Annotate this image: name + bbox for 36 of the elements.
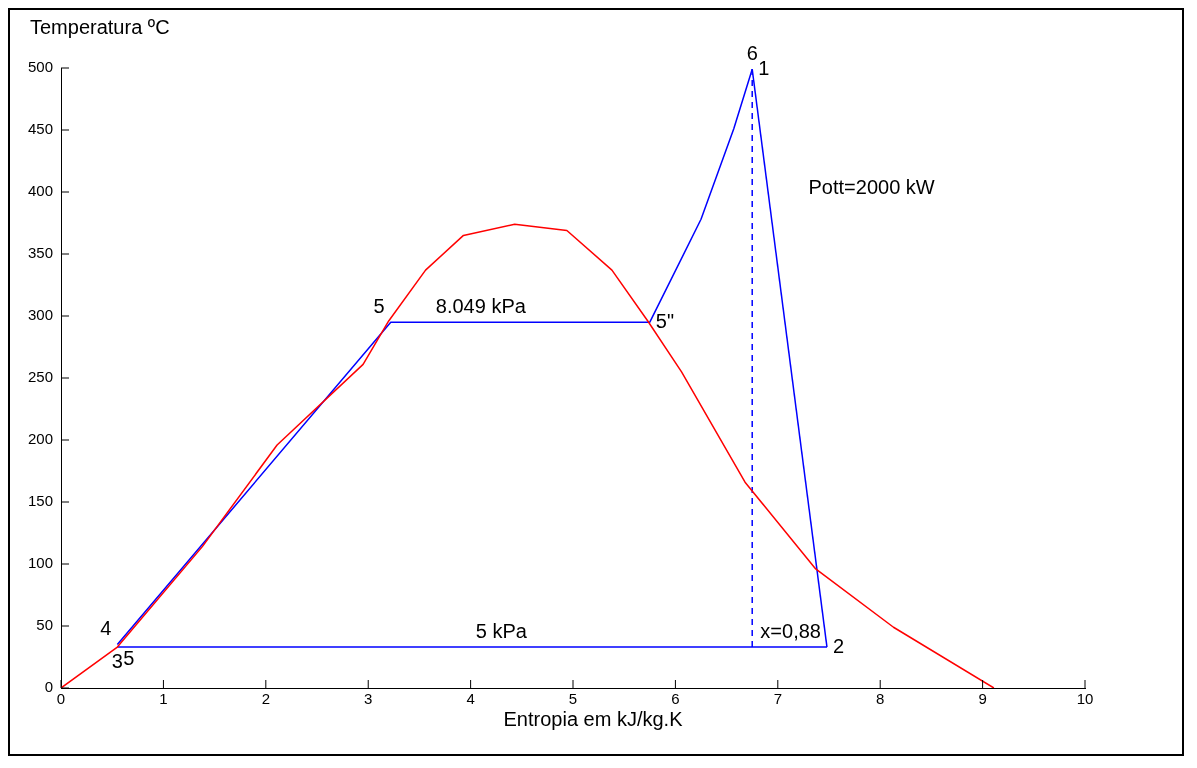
y-tick-label: 200 (28, 430, 54, 448)
x-axis-title: Entropia em kJ/kg.K (503, 707, 684, 730)
y-tick-label: 50 (36, 616, 54, 634)
y-tick-label: 500 (28, 58, 54, 76)
annotation: 4 (100, 617, 112, 640)
annotation: 3 (111, 649, 123, 672)
annotation: 5" (655, 309, 675, 332)
annotation: 2 (832, 634, 845, 657)
y-tick-label: 0 (44, 678, 54, 696)
x-tick-label: 5 (568, 690, 578, 708)
x-tick-label: 6 (671, 690, 680, 708)
annotation: 5 (123, 647, 135, 670)
annotation: 5 kPa (475, 619, 528, 642)
x-tick-label: 4 (466, 690, 475, 708)
y-tick-label: 150 (28, 492, 54, 510)
y-tick-label: 250 (28, 368, 54, 386)
y-tick-label: 100 (28, 554, 54, 572)
x-tick-label: 3 (364, 690, 373, 708)
x-tick-label: 0 (56, 690, 66, 708)
x-tick-label: 7 (773, 690, 782, 708)
y-tick-label: 450 (28, 120, 54, 138)
y-tick-label: 400 (28, 182, 54, 200)
x-tick-label: 10 (1076, 690, 1094, 708)
annotation: Pott=2000 kW (808, 175, 935, 198)
y-tick-label: 300 (28, 306, 54, 324)
y-axis-title: Temperatura ºC (30, 15, 170, 38)
x-tick-label: 8 (876, 690, 885, 708)
x-tick-label: 2 (261, 690, 270, 708)
annotation: 5 (373, 294, 385, 317)
annotation: 8.049 kPa (435, 294, 527, 317)
annotation: 6 (746, 41, 758, 64)
x-tick-label: 9 (978, 690, 987, 708)
x-tick-label: 1 (159, 690, 168, 708)
annotation: 1 (758, 56, 770, 79)
y-tick-label: 350 (28, 244, 54, 262)
annotation: x=0,88 (760, 619, 821, 642)
